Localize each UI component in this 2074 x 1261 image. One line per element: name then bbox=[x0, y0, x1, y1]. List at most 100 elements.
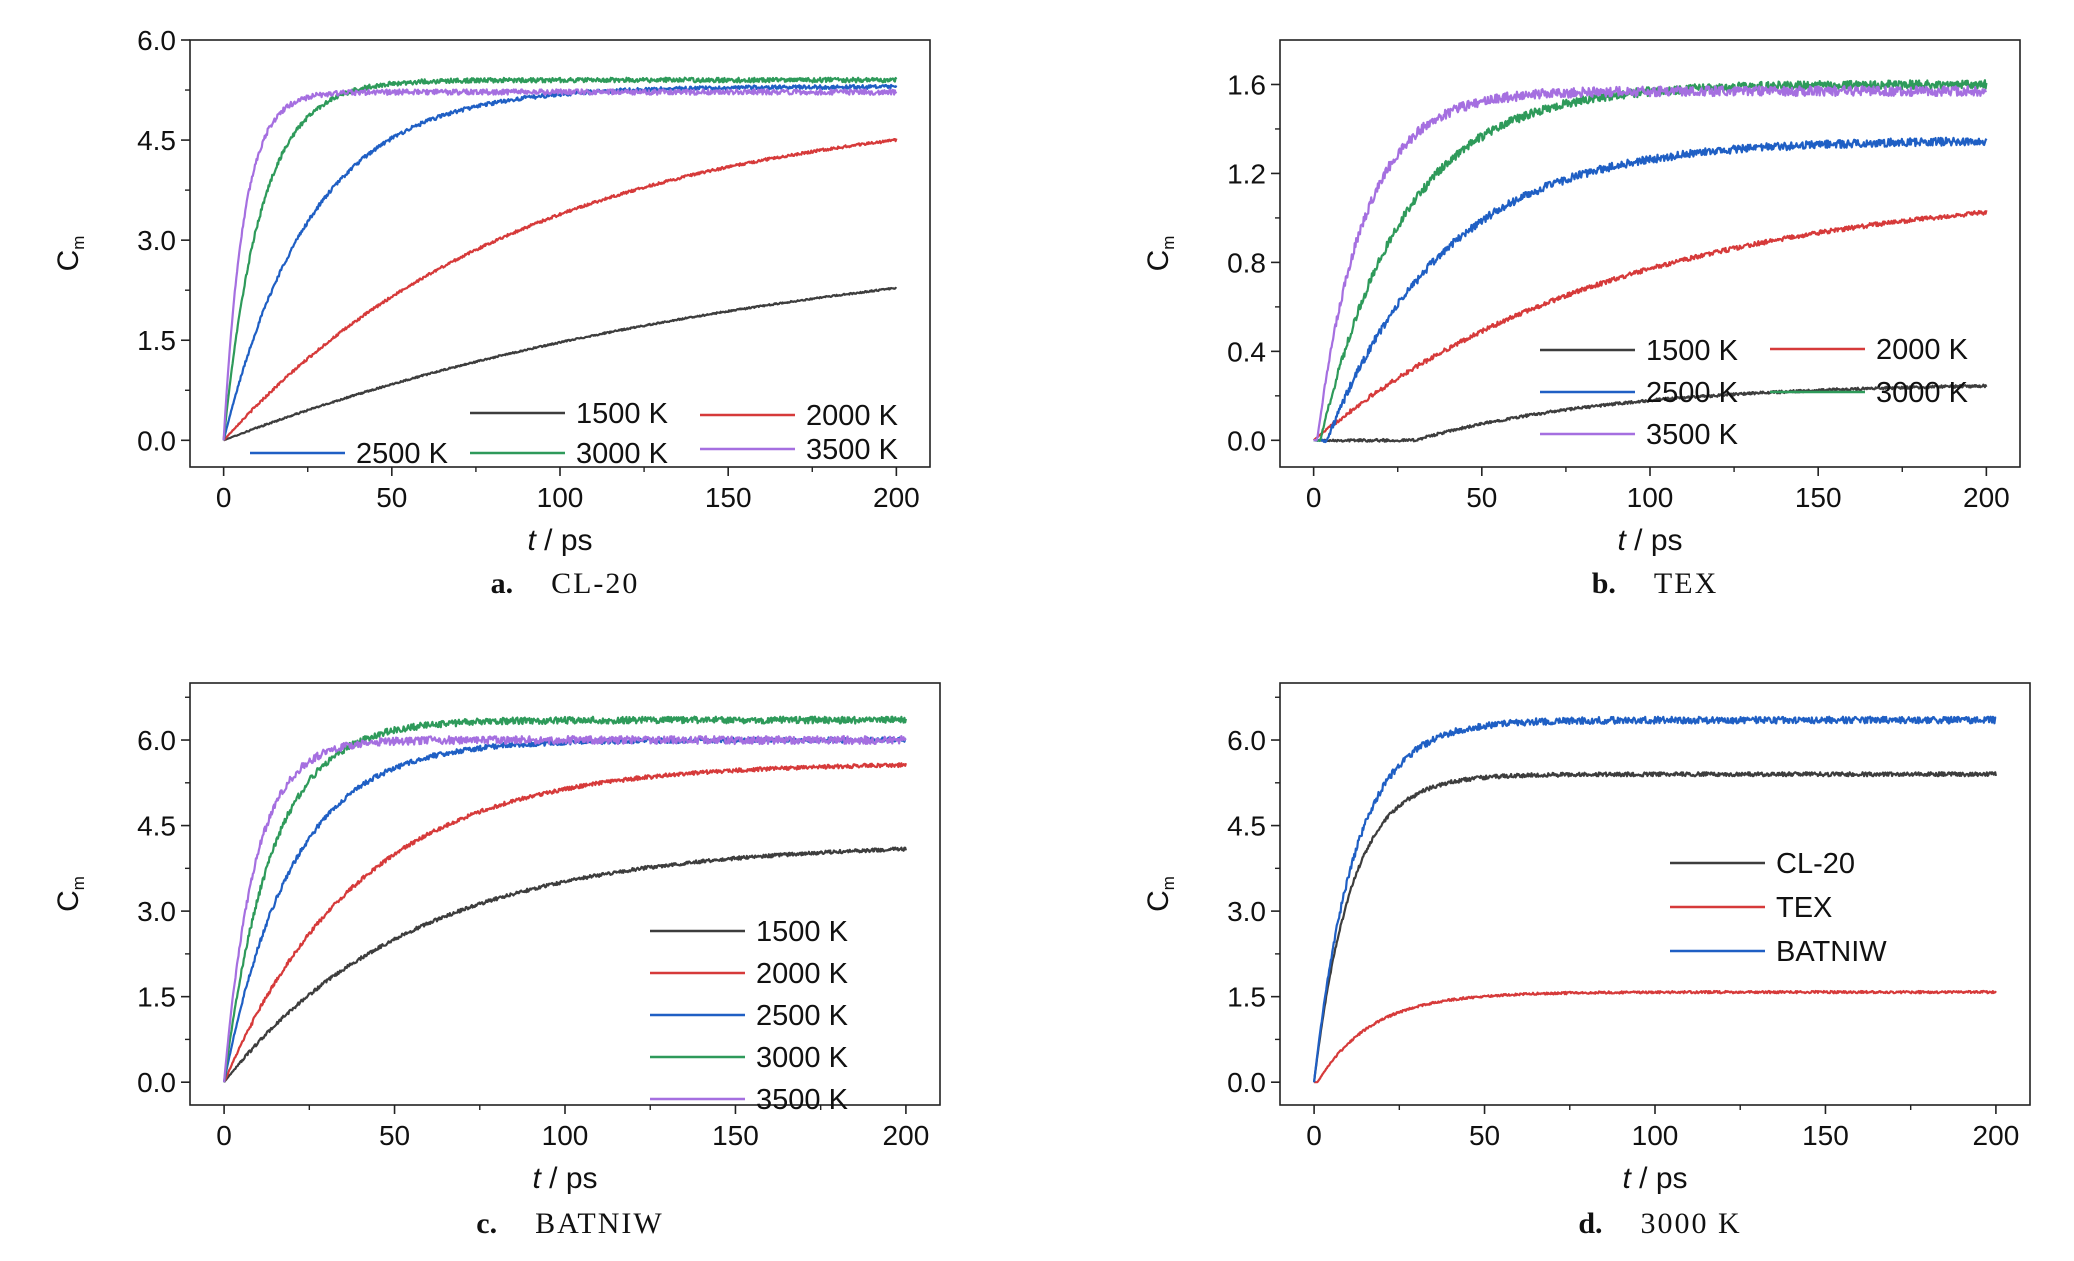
legend-label: 2500 K bbox=[356, 438, 449, 470]
x-tick-label: 200 bbox=[883, 1120, 930, 1151]
legend-label: 3500 K bbox=[1646, 419, 1739, 451]
x-tick-label: 150 bbox=[705, 482, 752, 513]
y-axis-label: Cm bbox=[52, 236, 88, 272]
y-tick-label: 1.2 bbox=[1227, 158, 1266, 189]
series-line-2 bbox=[1313, 989, 1997, 1084]
y-tick-label: 1.6 bbox=[1227, 69, 1266, 100]
legend-label: 1500 K bbox=[576, 398, 669, 430]
x-tick-label: 0 bbox=[1306, 482, 1322, 513]
x-tick-label: 150 bbox=[1795, 482, 1842, 513]
series-line-5 bbox=[222, 88, 898, 441]
series-group bbox=[223, 715, 907, 1083]
legend: 1500 K 2000 K 2500 K 3000 K 3500 K bbox=[250, 398, 899, 470]
series-line-2 bbox=[222, 138, 898, 442]
series-group bbox=[1313, 715, 1997, 1084]
x-axis-label: t / ps bbox=[1622, 1162, 1687, 1195]
x-tick-label: 50 bbox=[379, 1120, 410, 1151]
plot-frame bbox=[1279, 682, 2031, 1106]
y-axis-label: Cm bbox=[1142, 236, 1178, 272]
y-tick-label: 0.0 bbox=[1227, 425, 1266, 456]
x-tick-label: 0 bbox=[216, 482, 232, 513]
legend-label: 2000 K bbox=[806, 400, 899, 432]
series-line-3 bbox=[1313, 715, 1997, 1083]
legend-label: 2000 K bbox=[1876, 334, 1969, 366]
legend-label: 3000 K bbox=[576, 438, 669, 470]
x-tick-label: 100 bbox=[1627, 482, 1674, 513]
legend: CL-20 TEX BATNIW bbox=[1670, 848, 1887, 968]
legend-label: 1500 K bbox=[1646, 335, 1739, 367]
legend-label: 2500 K bbox=[1646, 377, 1739, 409]
series-line-4 bbox=[223, 715, 907, 1083]
chart-panel-2: 0 50 100 150 200 0.0 0.4 0.8 1.2 1.6 t / ps Cm 1500 … bbox=[1142, 39, 2021, 600]
y-tick-label: 0.0 bbox=[137, 425, 176, 456]
series-line-2 bbox=[223, 762, 907, 1083]
y-tick-label: 6.0 bbox=[137, 725, 176, 756]
legend: 1500 K 2000 K 2500 K 3000 K 3500 K bbox=[1540, 334, 1969, 451]
y-tick-label: 1.5 bbox=[137, 325, 176, 356]
series-line-5 bbox=[1313, 85, 1987, 442]
y-tick-label: 4.5 bbox=[1227, 811, 1266, 842]
series-line-1 bbox=[1313, 383, 1988, 443]
series-line-2 bbox=[1312, 209, 1988, 442]
legend-label: 1500 K bbox=[756, 916, 849, 948]
legend-label: 2000 K bbox=[756, 958, 849, 990]
series-line-1 bbox=[223, 846, 907, 1083]
x-tick-label: 150 bbox=[712, 1120, 759, 1151]
y-tick-label: 0.0 bbox=[1227, 1067, 1266, 1098]
series-line-3 bbox=[1313, 136, 1988, 444]
x-tick-label: 0 bbox=[216, 1120, 232, 1151]
panel-caption: b. TEX bbox=[1592, 567, 1719, 600]
series-line-1 bbox=[1313, 771, 1997, 1083]
y-tick-label: 0.4 bbox=[1227, 336, 1266, 367]
legend-label: 2500 K bbox=[756, 1000, 849, 1032]
panel-caption: d. 3000 K bbox=[1578, 1207, 1741, 1240]
y-tick-label: 0.0 bbox=[137, 1067, 176, 1098]
chart-panel-3: 0 50 100 150 200 0.0 1.5 3.0 4.5 6.0 t / ps Cm 1500 … bbox=[52, 682, 941, 1240]
legend-label: 3500 K bbox=[806, 434, 899, 466]
chart-panel-1: 0 50 100 150 200 0.0 1.5 3.0 4.5 6.0 t / ps Cm 1500 … bbox=[52, 25, 931, 600]
y-axis-label: Cm bbox=[52, 876, 88, 912]
x-tick-label: 200 bbox=[1973, 1120, 2020, 1151]
x-tick-label: 200 bbox=[873, 482, 920, 513]
y-tick-label: 1.5 bbox=[137, 982, 176, 1013]
series-group bbox=[222, 76, 898, 442]
y-tick-label: 0.8 bbox=[1227, 247, 1266, 278]
legend-label: BATNIW bbox=[1776, 936, 1887, 968]
series-line-4 bbox=[222, 76, 898, 441]
series-line-5 bbox=[223, 735, 907, 1083]
legend-label: TEX bbox=[1776, 892, 1832, 924]
x-tick-label: 100 bbox=[542, 1120, 589, 1151]
x-axis-label: t / ps bbox=[532, 1162, 597, 1195]
x-tick-label: 200 bbox=[1963, 482, 2010, 513]
legend-label: 3000 K bbox=[756, 1042, 849, 1074]
y-tick-label: 6.0 bbox=[1227, 725, 1266, 756]
x-axis-label: t / ps bbox=[1617, 524, 1682, 557]
panel-caption: c. BATNIW bbox=[476, 1207, 663, 1240]
x-axis-label: t / ps bbox=[527, 524, 592, 557]
x-tick-label: 100 bbox=[1632, 1120, 1679, 1151]
series-line-1 bbox=[223, 286, 898, 442]
y-tick-label: 4.5 bbox=[137, 811, 176, 842]
legend-label: 3000 K bbox=[1876, 377, 1969, 409]
y-tick-label: 3.0 bbox=[137, 896, 176, 927]
series-group bbox=[1312, 79, 1988, 444]
y-axis-label: Cm bbox=[1142, 876, 1178, 912]
legend: 1500 K 2000 K 2500 K 3000 K 3500 K bbox=[650, 916, 849, 1116]
y-tick-label: 3.0 bbox=[137, 225, 176, 256]
y-tick-label: 3.0 bbox=[1227, 896, 1266, 927]
chart-panel-4: 0 50 100 150 200 0.0 1.5 3.0 4.5 6.0 t / ps Cm CL-20… bbox=[1142, 682, 2031, 1240]
y-tick-label: 1.5 bbox=[1227, 982, 1266, 1013]
x-tick-label: 100 bbox=[537, 482, 584, 513]
x-tick-label: 0 bbox=[1306, 1120, 1322, 1151]
x-tick-label: 50 bbox=[1469, 1120, 1500, 1151]
y-tick-label: 4.5 bbox=[137, 125, 176, 156]
y-tick-label: 6.0 bbox=[137, 25, 176, 56]
legend-label: CL-20 bbox=[1776, 848, 1855, 880]
panel-caption: a. CL-20 bbox=[491, 567, 640, 600]
x-tick-label: 50 bbox=[376, 482, 407, 513]
x-tick-label: 50 bbox=[1466, 482, 1497, 513]
x-tick-label: 150 bbox=[1802, 1120, 1849, 1151]
legend-label: 3500 K bbox=[756, 1084, 849, 1116]
series-line-3 bbox=[222, 83, 898, 441]
